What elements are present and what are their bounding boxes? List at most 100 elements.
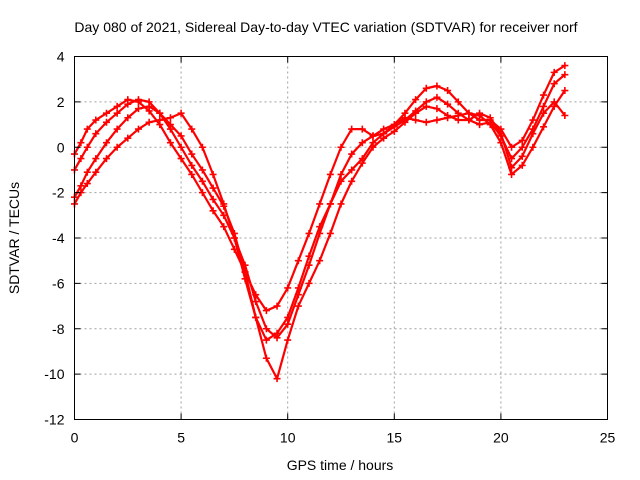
y-tick-label: -10 <box>44 366 64 382</box>
data-point-plus <box>188 170 196 178</box>
data-point-plus <box>348 166 356 174</box>
data-point-plus <box>550 68 558 76</box>
data-point-plus <box>508 170 516 178</box>
data-point-plus <box>273 375 281 383</box>
data-point-plus <box>358 155 366 163</box>
data-point-plus <box>134 125 142 133</box>
data-point-plus <box>465 109 473 117</box>
data-point-plus <box>529 130 537 138</box>
data-point-plus <box>316 257 324 265</box>
data-point-plus <box>284 336 292 344</box>
data-point-plus <box>540 109 548 117</box>
data-point-plus <box>529 143 537 151</box>
data-point-plus <box>348 150 356 158</box>
data-point-plus <box>83 180 91 188</box>
data-point-plus <box>252 298 260 306</box>
data-point-plus <box>433 93 441 101</box>
data-point-plus <box>433 116 441 124</box>
data-point-plus <box>134 96 142 104</box>
data-point-plus <box>294 302 302 310</box>
data-point-plus <box>188 161 196 169</box>
data-point-plus <box>380 130 388 138</box>
data-point-plus <box>540 91 548 99</box>
data-point-plus <box>497 130 505 138</box>
data-point-plus <box>401 114 409 122</box>
data-point-plus <box>166 114 174 122</box>
data-point-plus <box>337 177 345 185</box>
data-point-plus <box>124 134 132 142</box>
y-tick-label: -4 <box>52 230 65 246</box>
y-tick-label: 0 <box>57 139 65 155</box>
data-point-plus <box>177 132 185 140</box>
data-point-plus <box>102 118 110 126</box>
data-point-plus <box>113 125 121 133</box>
data-point-plus <box>102 155 110 163</box>
data-point-plus <box>454 111 462 119</box>
data-point-plus <box>145 118 153 126</box>
data-point-plus <box>92 168 100 176</box>
series-trace <box>73 100 566 380</box>
data-point-plus <box>326 229 334 237</box>
series-satellite-track-b <box>71 62 569 342</box>
data-point-plus <box>337 200 345 208</box>
data-point-plus <box>412 96 420 104</box>
data-point-plus <box>209 170 217 178</box>
data-point-plus <box>369 139 377 147</box>
data-point-plus <box>561 111 569 119</box>
data-point-plus <box>358 125 366 133</box>
data-point-plus <box>113 109 121 117</box>
data-point-plus <box>316 223 324 231</box>
data-point-plus <box>113 102 121 110</box>
data-point-plus <box>550 80 558 88</box>
data-point-plus <box>540 102 548 110</box>
data-point-plus <box>486 114 494 122</box>
data-point-plus <box>508 143 516 151</box>
data-point-plus <box>358 139 366 147</box>
data-point-plus <box>540 123 548 131</box>
series-trace <box>73 89 566 342</box>
data-point-plus <box>220 200 228 208</box>
data-point-plus <box>241 275 249 283</box>
data-point-plus <box>77 182 85 190</box>
data-point-plus <box>83 125 91 133</box>
data-point-plus <box>209 184 217 192</box>
data-point-plus <box>518 143 526 151</box>
data-point-plus <box>348 177 356 185</box>
data-point-plus <box>92 130 100 138</box>
data-point-plus <box>305 229 313 237</box>
x-tick-label: 0 <box>71 430 79 446</box>
data-point-plus <box>166 121 174 129</box>
x-axis-label: GPS time / hours <box>287 457 394 473</box>
data-point-plus <box>188 125 196 133</box>
data-point-plus <box>444 87 452 95</box>
y-tick-label: 2 <box>57 94 65 110</box>
x-tick-label: 5 <box>177 430 185 446</box>
data-point-plus <box>209 207 217 215</box>
data-point-plus <box>230 234 238 242</box>
data-point-plus <box>177 155 185 163</box>
data-point-plus <box>102 109 110 117</box>
data-point-plus <box>337 143 345 151</box>
data-point-plus <box>465 116 473 124</box>
data-point-plus <box>284 313 292 321</box>
data-point-plus <box>294 284 302 292</box>
data-point-plus <box>145 102 153 110</box>
data-point-plus <box>412 109 420 117</box>
data-points <box>71 62 569 383</box>
x-tick-label: 15 <box>387 430 403 446</box>
data-point-plus <box>444 114 452 122</box>
data-point-plus <box>273 302 281 310</box>
data-point-plus <box>284 284 292 292</box>
data-point-plus <box>262 307 270 315</box>
data-point-plus <box>422 84 430 92</box>
data-point-plus <box>102 139 110 147</box>
series-satellite-track-d <box>71 87 569 344</box>
data-point-plus <box>262 325 270 333</box>
data-point-plus <box>454 98 462 106</box>
x-tick-label: 25 <box>600 430 616 446</box>
data-point-plus <box>518 161 526 169</box>
data-point-plus <box>77 139 85 147</box>
data-point-plus <box>390 121 398 129</box>
data-point-plus <box>348 125 356 133</box>
data-point-plus <box>273 329 281 337</box>
